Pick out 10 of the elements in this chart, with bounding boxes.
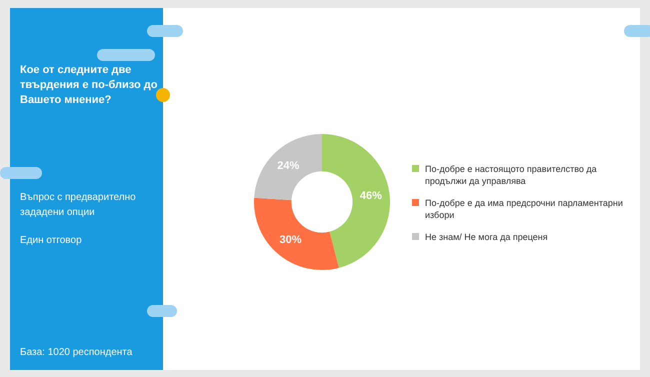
text: База: 1020 респондента (20, 346, 134, 360)
text: Кое от следните две твърдения е по-близо до Вашето мнение? (20, 63, 158, 108)
data-label: 46% (360, 190, 382, 202)
legend-label: По-добре е настоящото правителство да продължи да управлява (425, 163, 598, 187)
legend-label: Не знам/ Не мога да преценя (425, 231, 548, 243)
legend-label: По-добре е да има предсрочни парламентарни избори (425, 197, 624, 221)
data-label: 24% (277, 160, 300, 172)
text: Въпрос с предварително зададени опции (20, 191, 137, 220)
data-label: 30% (280, 234, 302, 246)
text: Един отговор (20, 234, 83, 248)
